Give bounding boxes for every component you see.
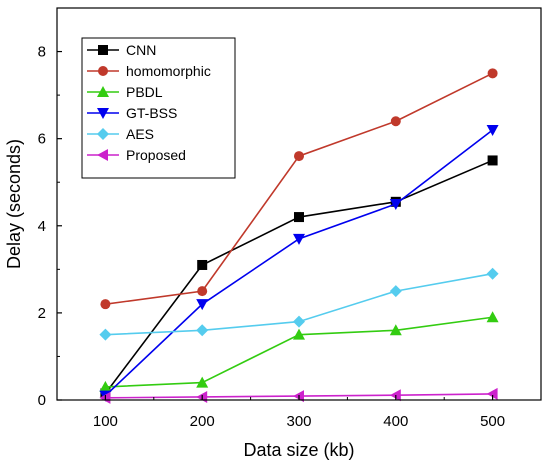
series-gt-bss [99, 124, 499, 402]
series-line-cnn [104, 159, 493, 394]
data-point-homomorphic [100, 299, 111, 310]
data-point-pbdl [196, 376, 209, 388]
data-point-pbdl [99, 380, 112, 392]
legend-label: PBDL [126, 84, 163, 100]
legend-marker [97, 128, 109, 140]
y-tick-label: 6 [38, 131, 46, 148]
data-point-cnn [487, 155, 498, 166]
legend-marker [98, 66, 108, 76]
data-point-gt-bss [293, 233, 305, 245]
data-point-pbdl [486, 311, 499, 323]
data-point-gt-bss [486, 124, 499, 136]
legend-item-pbdl: PBDL [87, 84, 163, 100]
series-aes [99, 267, 499, 341]
legend-label: GT-BSS [126, 105, 177, 121]
data-point-gt-bss [196, 299, 209, 311]
series-homomorphic [100, 68, 498, 310]
legend-item-aes: AES [87, 126, 154, 142]
y-tick-label: 2 [38, 305, 46, 322]
legend-item-gt-bss: GT-BSS [87, 105, 177, 121]
axes-layer: 100 200 300 400 500 0 2 4 6 8 [38, 7, 542, 430]
x-tick-label: 500 [480, 413, 505, 430]
data-point-homomorphic [487, 68, 498, 79]
legend-item-cnn: CNN [87, 42, 156, 58]
y-axis-title: Delay (seconds) [4, 139, 24, 269]
x-tick-label: 400 [383, 413, 408, 430]
legend-marker [97, 86, 109, 97]
data-point-aes [486, 267, 499, 280]
data-point-pbdl [389, 324, 402, 336]
x-tick-label: 100 [93, 413, 118, 430]
data-point-aes [196, 324, 209, 337]
data-point-aes [389, 285, 402, 298]
data-point-cnn [197, 259, 208, 270]
legend-item-homomorphic: homomorphic [87, 63, 211, 79]
legend: CNN homomorphic PBDL GT-BSS AES Proposed [81, 37, 236, 179]
data-point-homomorphic [390, 116, 401, 127]
data-point-homomorphic [294, 151, 304, 162]
data-point-aes [99, 328, 112, 341]
x-tick-label: 200 [190, 413, 215, 430]
y-tick-label: 8 [38, 44, 46, 61]
x-tick-label: 300 [286, 413, 311, 430]
data-point-gt-bss [389, 199, 402, 210]
series-cnn [100, 155, 498, 399]
legend-item-proposed: Proposed [87, 147, 186, 163]
series-layer [99, 68, 499, 404]
series-pbdl [99, 311, 499, 392]
legend-label: homomorphic [126, 63, 211, 79]
data-point-homomorphic [197, 286, 208, 297]
data-point-cnn [294, 212, 304, 223]
series-line-pbdl [105, 316, 493, 388]
data-point-proposed [486, 387, 498, 400]
x-axis-title: Data size (kb) [243, 440, 354, 460]
data-point-aes [293, 315, 305, 328]
legend-marker [97, 149, 108, 161]
y-tick-label: 0 [38, 392, 46, 409]
legend-label: Proposed [126, 147, 186, 163]
data-point-pbdl [293, 328, 305, 340]
legend-marker [98, 45, 108, 55]
legend-marker [97, 108, 109, 119]
legend-label: AES [126, 126, 154, 142]
legend-label: CNN [126, 42, 156, 58]
y-tick-label: 4 [38, 218, 46, 235]
